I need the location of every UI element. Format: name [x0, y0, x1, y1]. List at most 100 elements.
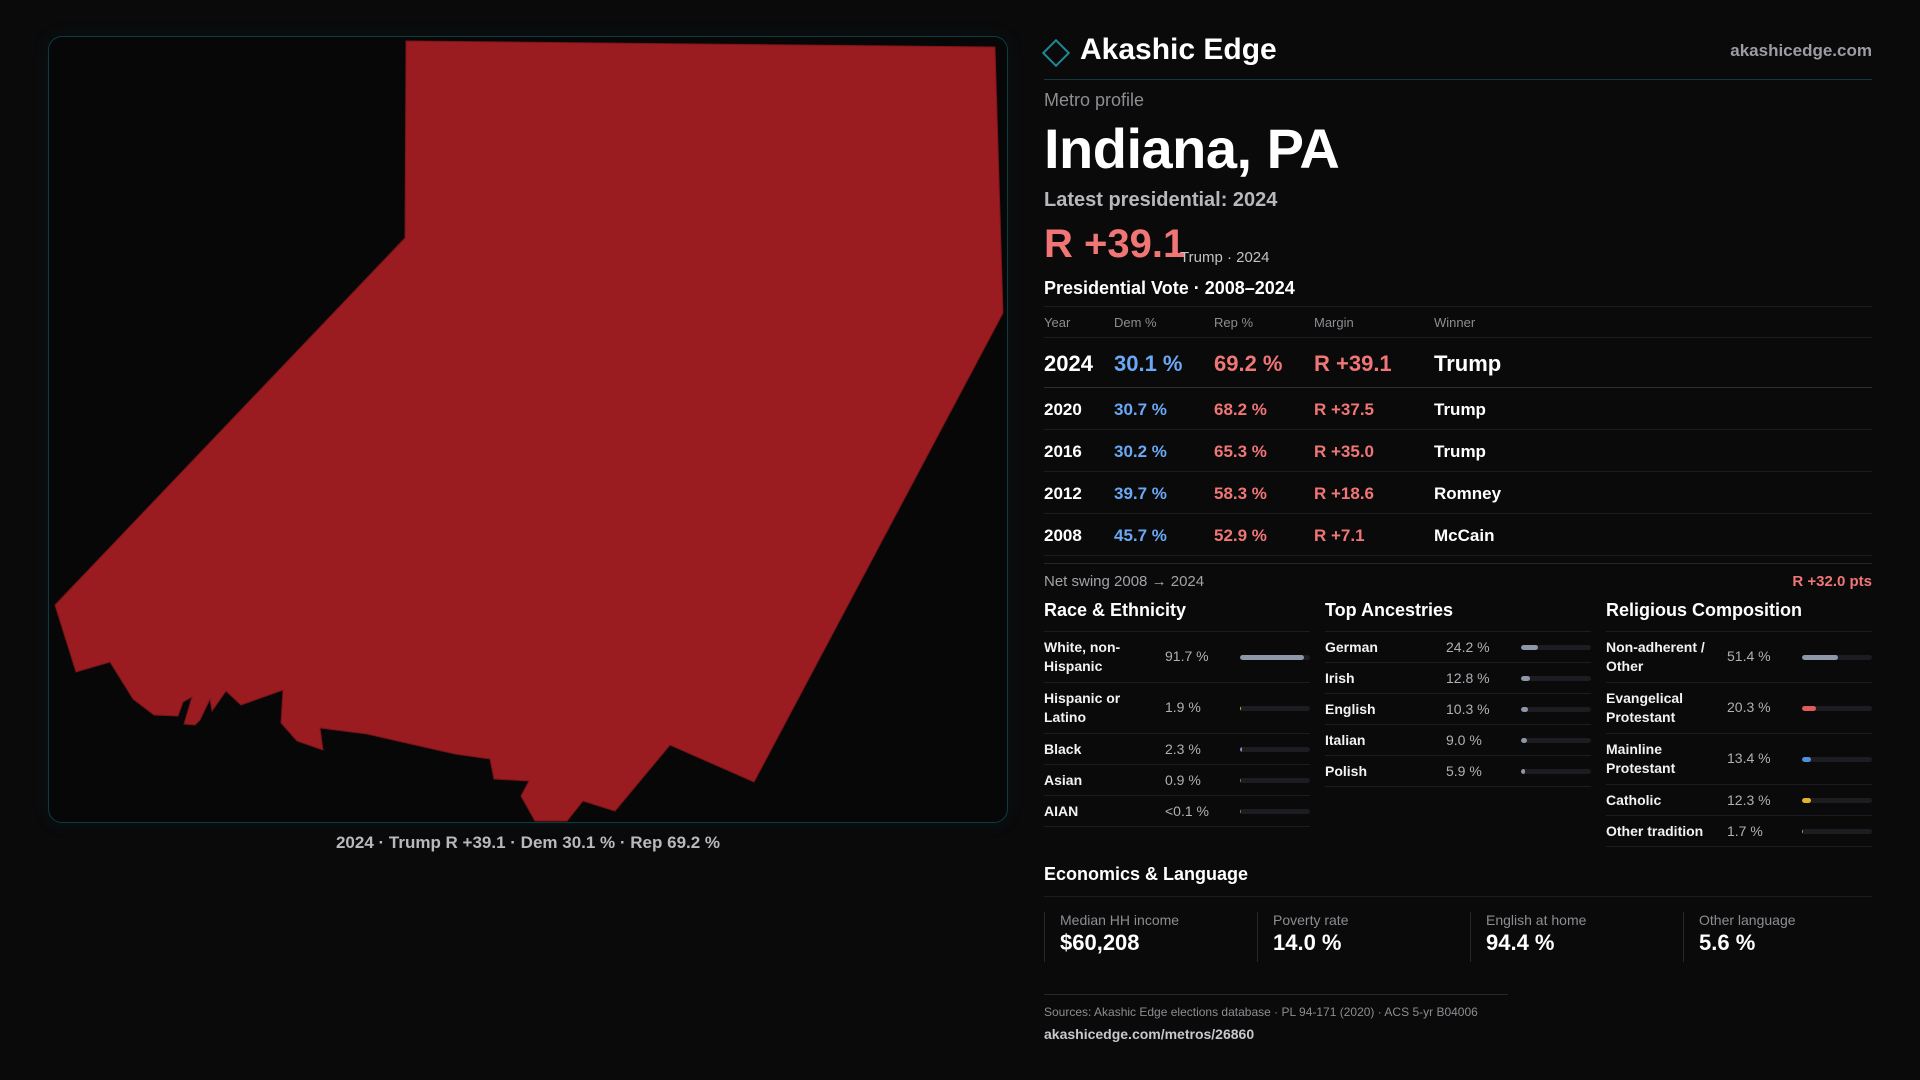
row-winner: Trump	[1434, 400, 1486, 419]
list-item: White, non-Hispanic 91.7 %	[1044, 632, 1310, 683]
item-bar	[1802, 798, 1872, 803]
header: Akashic Edge akashicedge.com	[1041, 30, 1872, 80]
row-rep: 52.9 %	[1214, 526, 1267, 545]
item-bar	[1521, 676, 1591, 681]
item-pct: 1.7 %	[1727, 823, 1763, 839]
item-bar-fill	[1802, 829, 1804, 834]
col-header-margin: Margin	[1314, 315, 1354, 330]
item-bar	[1521, 769, 1591, 774]
religious-composition-title: Religious Composition	[1606, 600, 1872, 632]
item-label: White, non-Hispanic	[1044, 639, 1121, 674]
footer: Sources: Akashic Edge elections database…	[1044, 994, 1508, 1042]
item-label: Non-adherent / Other	[1606, 639, 1705, 674]
row-rep: 58.3 %	[1214, 484, 1267, 503]
item-pct: 9.0 %	[1446, 732, 1482, 748]
col-header-year: Year	[1044, 315, 1071, 330]
vote-table-title: Presidential Vote · 2008–2024	[1044, 278, 1295, 298]
item-label: Asian	[1044, 772, 1083, 788]
item-bar	[1240, 747, 1310, 752]
item-pct: 12.8 %	[1446, 670, 1490, 686]
row-year: 2024	[1044, 351, 1093, 376]
latest-presidential-label: Latest presidential: 2024	[1044, 189, 1278, 211]
item-bar	[1802, 757, 1872, 762]
item-bar-fill	[1521, 676, 1530, 681]
economics-title: Economics & Language	[1044, 864, 1249, 884]
item-pct: 5.9 %	[1446, 763, 1482, 779]
item-pct: 51.4 %	[1727, 648, 1771, 664]
item-label: Mainline Protestant	[1606, 741, 1676, 776]
row-dem: 30.2 %	[1114, 442, 1167, 461]
list-item: English 10.3 %	[1325, 694, 1591, 725]
item-bar	[1240, 655, 1310, 660]
site-link[interactable]: akashicedge.com	[1730, 41, 1872, 60]
row-winner: Trump	[1434, 351, 1502, 376]
map-caption: 2024 · Trump R +39.1 · Dem 30.1 % · Rep …	[335, 833, 721, 852]
ancestries-title: Top Ancestries	[1325, 600, 1591, 632]
item-pct: 91.7 %	[1165, 648, 1209, 664]
item-pct: <0.1 %	[1165, 803, 1209, 819]
item-bar-fill	[1802, 706, 1817, 711]
item-bar-fill	[1521, 707, 1529, 712]
item-pct: 10.3 %	[1446, 701, 1490, 717]
county-shape[interactable]	[54, 40, 1004, 822]
item-label: Other tradition	[1606, 823, 1704, 839]
item-label: Irish	[1325, 670, 1355, 686]
stat-label: Median HH income	[1060, 912, 1180, 928]
item-label: German	[1325, 639, 1378, 655]
county-map	[54, 40, 1004, 822]
col-header-rep: Rep %	[1214, 315, 1254, 330]
item-label: English	[1325, 701, 1376, 717]
item-label: Catholic	[1606, 792, 1662, 808]
stat-poverty-rate: Poverty rate 14.0 %	[1257, 912, 1457, 962]
list-item: Mainline Protestant 13.4 %	[1606, 734, 1872, 785]
county-map-panel[interactable]	[48, 36, 1008, 823]
row-margin: R +39.1	[1314, 351, 1392, 376]
row-rep: 69.2 %	[1214, 351, 1283, 376]
ancestries-section: Top Ancestries German 24.2 % Irish 12.8 …	[1325, 600, 1591, 787]
item-pct: 20.3 %	[1727, 699, 1771, 715]
page-title: Indiana, PA	[1044, 117, 1340, 180]
stat-other-language: Other language 5.6 %	[1683, 912, 1883, 962]
item-label: Evangelical Protestant	[1606, 690, 1684, 725]
list-item: Evangelical Protestant 20.3 %	[1606, 683, 1872, 734]
row-margin: R +18.6	[1314, 484, 1375, 503]
row-dem: 30.1 %	[1114, 351, 1183, 376]
row-winner: Romney	[1434, 484, 1502, 503]
headline-winner: Trump · 2024	[1180, 249, 1270, 266]
brand-name[interactable]: Akashic Edge	[1080, 33, 1277, 66]
item-pct: 13.4 %	[1727, 750, 1771, 766]
item-label: Polish	[1325, 763, 1368, 779]
permalink[interactable]: akashicedge.com/metros/26860	[1044, 1026, 1255, 1042]
item-bar	[1240, 809, 1310, 814]
item-bar-fill	[1240, 706, 1242, 711]
stat-label: Poverty rate	[1273, 912, 1349, 928]
row-margin: R +37.5	[1314, 400, 1375, 419]
race-ethnicity-section: Race & Ethnicity White, non-Hispanic 91.…	[1044, 600, 1310, 827]
list-item: Hispanic or Latino 1.9 %	[1044, 683, 1310, 734]
net-swing-value: R +32.0 pts	[1792, 573, 1872, 590]
stat-value: 5.6 %	[1699, 930, 1756, 955]
list-item: Irish 12.8 %	[1325, 663, 1591, 694]
item-bar-fill	[1802, 655, 1838, 660]
table-row: 2012 39.7 % 58.3 % R +18.6 Romney	[1044, 472, 1872, 514]
item-bar-fill	[1240, 655, 1305, 660]
row-dem: 39.7 %	[1114, 484, 1167, 503]
row-winner: Trump	[1434, 442, 1486, 461]
vote-table-header: Year Dem % Rep % Margin Winner	[1044, 306, 1872, 338]
row-year: 2008	[1044, 526, 1082, 545]
sources-text: Sources: Akashic Edge elections database…	[1044, 1005, 1478, 1019]
item-bar	[1802, 706, 1872, 711]
stat-label: Other language	[1699, 912, 1796, 928]
item-pct: 12.3 %	[1727, 792, 1771, 808]
item-label: Hispanic or Latino	[1044, 690, 1121, 725]
item-label: AIAN	[1044, 803, 1079, 819]
stat-median-income: Median HH income $60,208	[1044, 912, 1244, 962]
item-bar-fill	[1802, 757, 1812, 762]
economics-stats: Median HH income $60,208 Poverty rate 14…	[1044, 896, 1872, 968]
list-item: Polish 5.9 %	[1325, 756, 1591, 787]
vote-table: Year Dem % Rep % Margin Winner 2024 30.1…	[1044, 306, 1872, 556]
item-label: Black	[1044, 741, 1082, 757]
list-item: Italian 9.0 %	[1325, 725, 1591, 756]
row-rep: 65.3 %	[1214, 442, 1267, 461]
stat-english-at-home: English at home 94.4 %	[1470, 912, 1670, 962]
